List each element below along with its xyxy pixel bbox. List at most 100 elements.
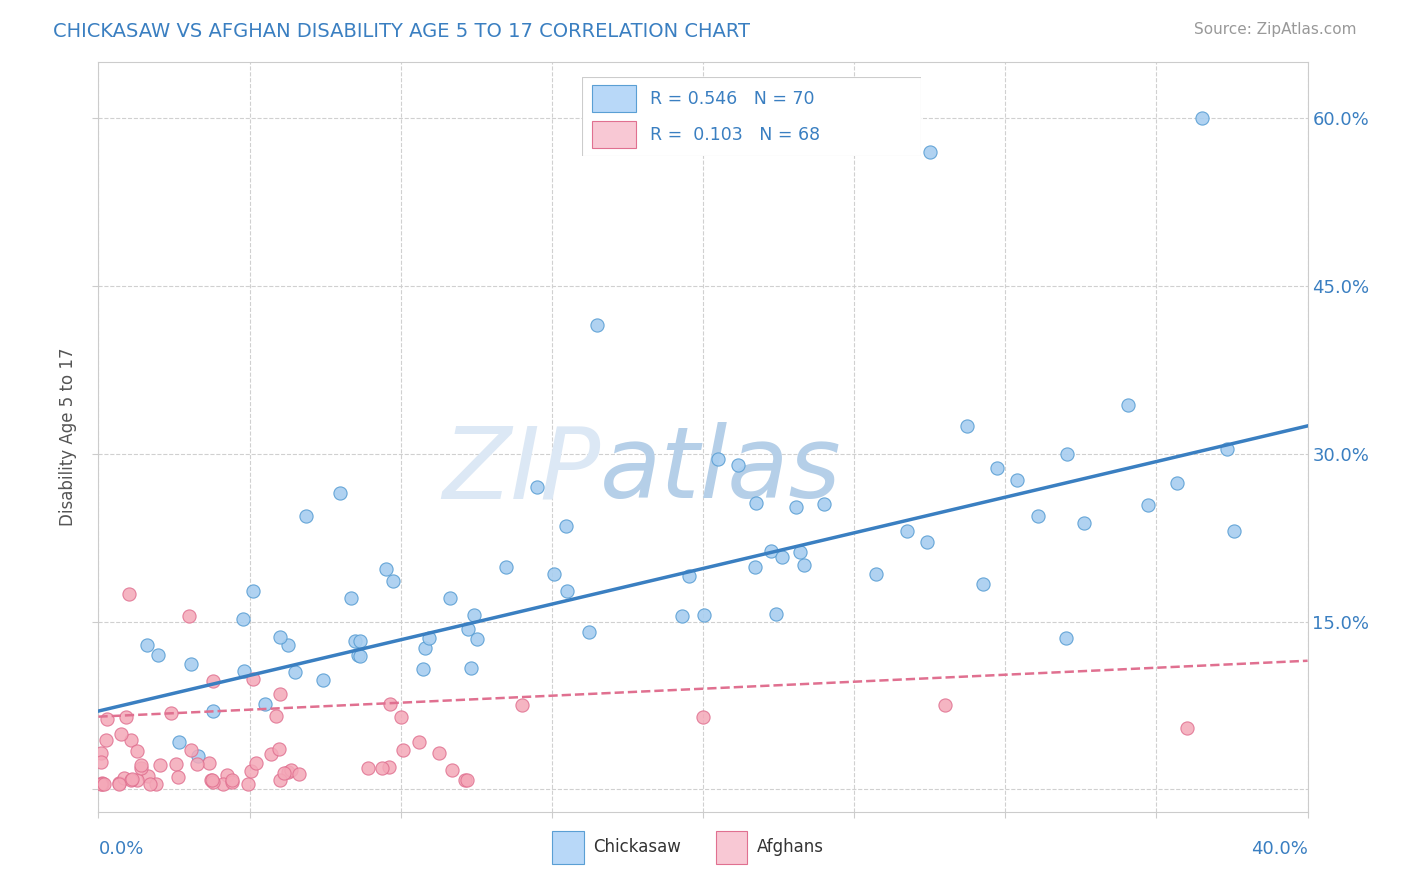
Point	[201, 775, 224, 789]
Point	[707, 452, 730, 467]
Point	[382, 574, 405, 589]
Point	[1056, 447, 1078, 461]
Point	[179, 609, 201, 624]
Point	[915, 535, 938, 549]
Point	[267, 741, 290, 756]
Point	[280, 764, 302, 778]
Point	[264, 709, 287, 723]
Point	[555, 519, 578, 533]
Point	[378, 698, 401, 712]
Point	[273, 766, 295, 780]
Point	[454, 772, 477, 787]
Point	[242, 672, 264, 686]
Point	[413, 640, 436, 655]
Point	[221, 772, 243, 787]
Point	[180, 743, 202, 757]
Point	[146, 648, 169, 663]
Point	[441, 764, 464, 778]
Point	[232, 611, 254, 625]
Point	[269, 630, 291, 644]
Point	[378, 760, 401, 774]
Point	[727, 458, 749, 472]
Point	[120, 772, 142, 787]
Text: atlas: atlas	[600, 422, 842, 519]
Point	[90, 755, 112, 769]
Point	[94, 732, 117, 747]
Point	[986, 460, 1008, 475]
Point	[465, 632, 488, 647]
Point	[166, 770, 188, 784]
Point	[253, 697, 276, 711]
Point	[1175, 721, 1198, 735]
Point	[121, 772, 143, 786]
Point	[745, 496, 768, 510]
Point	[956, 419, 979, 434]
Point	[180, 657, 202, 672]
Point	[463, 607, 485, 622]
Point	[90, 776, 112, 790]
Point	[186, 757, 208, 772]
Point	[127, 744, 149, 758]
Point	[744, 560, 766, 574]
Text: 0.0%: 0.0%	[98, 839, 143, 858]
Point	[136, 638, 159, 652]
Point	[149, 757, 172, 772]
Point	[277, 764, 299, 779]
Point	[114, 710, 136, 724]
Point	[221, 774, 243, 789]
Y-axis label: Disability Age 5 to 17: Disability Age 5 to 17	[59, 348, 77, 526]
Point	[555, 584, 578, 599]
Point	[1054, 632, 1077, 646]
Point	[245, 756, 267, 770]
Point	[187, 748, 209, 763]
Point	[110, 727, 132, 741]
Point	[759, 544, 782, 558]
Point	[371, 761, 394, 775]
Point	[349, 634, 371, 648]
Point	[671, 608, 693, 623]
Point	[785, 500, 807, 515]
Point	[1166, 476, 1188, 491]
Point	[375, 562, 398, 576]
Point	[357, 761, 380, 775]
Point	[495, 560, 517, 574]
Point	[201, 674, 224, 689]
Point	[91, 777, 114, 791]
Point	[112, 772, 135, 786]
Point	[160, 706, 183, 721]
Point	[1191, 112, 1213, 126]
Point	[201, 773, 224, 788]
Point	[287, 767, 309, 781]
Point	[329, 486, 352, 500]
Point	[510, 698, 533, 713]
Point	[389, 709, 412, 723]
Point	[108, 776, 131, 790]
Point	[793, 558, 815, 573]
Point	[277, 638, 299, 652]
Point	[526, 480, 548, 494]
Point	[233, 665, 256, 679]
Point	[1136, 498, 1159, 512]
Point	[896, 524, 918, 538]
Text: ZIP: ZIP	[441, 422, 600, 519]
Point	[145, 776, 167, 790]
Point	[1223, 524, 1246, 538]
Point	[934, 698, 956, 713]
Point	[96, 712, 118, 726]
Point	[138, 769, 160, 783]
Point	[139, 777, 162, 791]
Point	[125, 773, 148, 788]
Point	[408, 735, 430, 749]
Point	[692, 709, 714, 723]
Point	[269, 772, 291, 787]
Point	[457, 622, 479, 636]
Point	[678, 569, 700, 583]
Point	[865, 567, 887, 582]
Point	[239, 764, 262, 779]
Point	[456, 772, 478, 787]
Point	[312, 673, 335, 687]
Point	[118, 587, 141, 601]
Point	[129, 761, 152, 775]
Point	[439, 591, 461, 605]
Point	[586, 318, 609, 333]
